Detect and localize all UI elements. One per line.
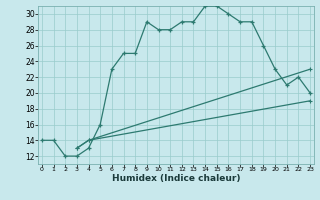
- X-axis label: Humidex (Indice chaleur): Humidex (Indice chaleur): [112, 174, 240, 183]
